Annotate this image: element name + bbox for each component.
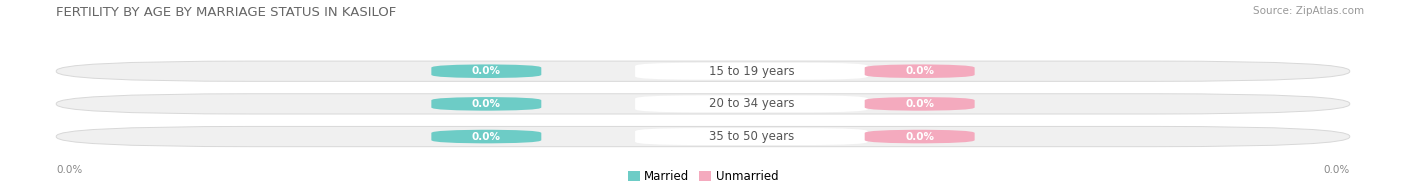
Text: 0.0%: 0.0% xyxy=(905,132,934,142)
FancyBboxPatch shape xyxy=(636,95,868,112)
Text: Source: ZipAtlas.com: Source: ZipAtlas.com xyxy=(1253,6,1364,16)
FancyBboxPatch shape xyxy=(865,130,974,143)
Text: 0.0%: 0.0% xyxy=(472,99,501,109)
FancyBboxPatch shape xyxy=(432,130,541,143)
Legend: Married, Unmarried: Married, Unmarried xyxy=(623,166,783,188)
FancyBboxPatch shape xyxy=(636,128,868,145)
FancyBboxPatch shape xyxy=(865,64,974,78)
FancyBboxPatch shape xyxy=(432,64,541,78)
FancyBboxPatch shape xyxy=(865,97,974,111)
Text: FERTILITY BY AGE BY MARRIAGE STATUS IN KASILOF: FERTILITY BY AGE BY MARRIAGE STATUS IN K… xyxy=(56,6,396,19)
FancyBboxPatch shape xyxy=(56,61,1350,81)
FancyBboxPatch shape xyxy=(56,126,1350,147)
Text: 0.0%: 0.0% xyxy=(472,66,501,76)
FancyBboxPatch shape xyxy=(636,63,868,80)
Text: 35 to 50 years: 35 to 50 years xyxy=(709,130,794,143)
FancyBboxPatch shape xyxy=(432,97,541,111)
Text: 0.0%: 0.0% xyxy=(905,99,934,109)
Text: 0.0%: 0.0% xyxy=(472,132,501,142)
FancyBboxPatch shape xyxy=(56,94,1350,114)
Text: 20 to 34 years: 20 to 34 years xyxy=(709,97,794,110)
Text: 0.0%: 0.0% xyxy=(905,66,934,76)
Text: 0.0%: 0.0% xyxy=(56,165,83,175)
Text: 0.0%: 0.0% xyxy=(1323,165,1350,175)
Text: 15 to 19 years: 15 to 19 years xyxy=(709,65,794,78)
